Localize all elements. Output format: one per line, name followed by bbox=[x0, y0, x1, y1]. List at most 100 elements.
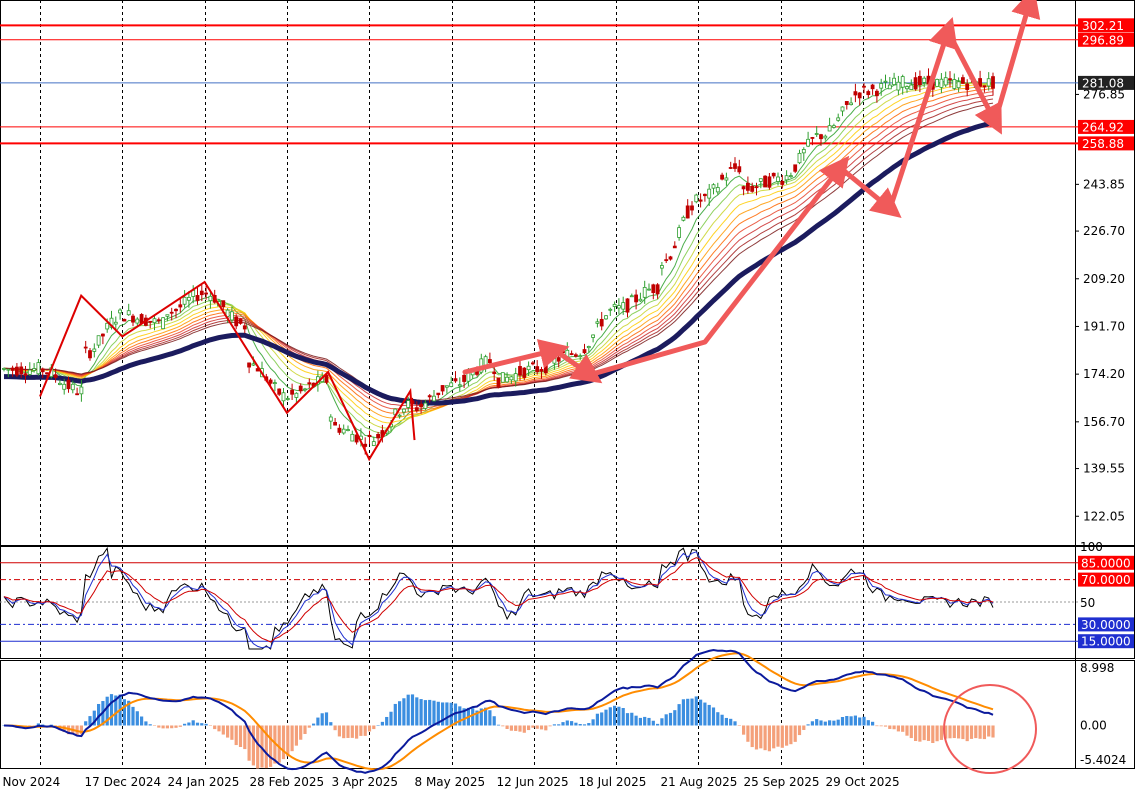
candle-body bbox=[118, 309, 122, 314]
macd-histogram-bar bbox=[570, 721, 574, 726]
macd-histogram-bar bbox=[324, 712, 329, 726]
macd-histogram-bar bbox=[36, 723, 40, 726]
candle-body bbox=[574, 354, 578, 357]
candle-body bbox=[333, 421, 338, 426]
macd-histogram-bar bbox=[677, 704, 681, 726]
candle-body bbox=[234, 316, 239, 327]
rsi-signal-line bbox=[3, 557, 994, 643]
macd-histogram-bar bbox=[346, 725, 350, 738]
macd-histogram-bar bbox=[724, 717, 728, 726]
candle-body bbox=[36, 362, 41, 375]
candle-body bbox=[978, 78, 982, 87]
macd-histogram-bar bbox=[251, 725, 255, 766]
y-axis-tick-label: 276.85 bbox=[1083, 87, 1125, 101]
zigzag-line bbox=[39, 280, 416, 462]
candle-body bbox=[285, 398, 290, 400]
macd-histogram-bar bbox=[952, 725, 956, 739]
macd-histogram-bar bbox=[333, 725, 337, 731]
candle-body bbox=[131, 315, 135, 323]
candle-body bbox=[492, 371, 497, 375]
candle-body bbox=[423, 402, 428, 409]
macd-histogram-bar bbox=[750, 725, 754, 748]
candle-body bbox=[862, 85, 866, 88]
macd-histogram-bar bbox=[88, 716, 92, 726]
macd-histogram-bar bbox=[527, 725, 531, 731]
macd-histogram-bar bbox=[406, 694, 410, 726]
macd-histogram-bar bbox=[690, 698, 694, 726]
rsi-tick-label: 50 bbox=[1080, 596, 1095, 610]
macd-histogram-bar bbox=[458, 706, 462, 726]
price-label: 302.21 bbox=[1082, 19, 1124, 33]
macd-histogram-bar bbox=[264, 725, 268, 769]
macd-histogram-bar bbox=[475, 710, 479, 726]
candle-body bbox=[45, 372, 49, 375]
macd-histogram-bar bbox=[445, 702, 449, 726]
candle-body bbox=[303, 388, 307, 391]
candle-body bbox=[892, 77, 896, 86]
candle-body bbox=[608, 308, 613, 311]
macd-histogram-bar bbox=[359, 725, 363, 736]
candle-body bbox=[638, 298, 643, 302]
macd-histogram-bar bbox=[789, 725, 793, 745]
candle-body bbox=[883, 80, 888, 83]
macd-histogram-bar bbox=[256, 725, 260, 769]
candle-body bbox=[14, 366, 19, 376]
macd-histogram-bar bbox=[703, 702, 707, 726]
x-axis-tick-label: 3 Apr 2025 bbox=[332, 775, 399, 789]
candle-body bbox=[672, 245, 677, 249]
macd-histogram-bar bbox=[144, 721, 148, 726]
rsi-level-box bbox=[1078, 617, 1134, 632]
candle-body bbox=[840, 106, 845, 112]
macd-histogram-bar bbox=[604, 709, 608, 726]
macd-histogram-bar bbox=[866, 720, 870, 726]
macd-histogram-bar bbox=[849, 716, 853, 726]
candle-body bbox=[733, 163, 737, 169]
candle-body bbox=[797, 152, 802, 164]
candle-body bbox=[651, 284, 656, 294]
candle-body bbox=[776, 176, 780, 182]
macd-histogram-bar bbox=[389, 711, 393, 726]
candle-body bbox=[135, 318, 140, 324]
macd-histogram-bar bbox=[780, 725, 784, 748]
y-axis-tick-label: 226.70 bbox=[1083, 224, 1125, 238]
macd-histogram-bar bbox=[161, 725, 165, 729]
candle-body bbox=[789, 175, 793, 178]
macd-histogram-bar bbox=[140, 716, 144, 726]
macd-histogram-bar bbox=[518, 725, 522, 732]
candle-body bbox=[298, 385, 303, 392]
candle-body bbox=[543, 359, 548, 374]
candle-body bbox=[341, 428, 346, 434]
candle-body bbox=[350, 433, 355, 442]
macd-histogram-bar bbox=[871, 721, 875, 726]
x-axis-tick-label: 12 Jun 2025 bbox=[497, 775, 569, 789]
candle-body bbox=[814, 133, 819, 135]
candle-body bbox=[195, 295, 200, 301]
y-axis-tick-label: 209.20 bbox=[1083, 272, 1125, 286]
candle-body bbox=[737, 166, 742, 173]
macd-histogram-bar bbox=[79, 725, 83, 735]
macd-histogram-bar bbox=[363, 725, 367, 736]
candle-body bbox=[939, 78, 944, 88]
candle-body bbox=[88, 350, 92, 359]
trend-arrow bbox=[552, 347, 603, 384]
macd-histogram-bar bbox=[875, 725, 879, 727]
candle-body bbox=[720, 174, 724, 180]
macd-histogram-bar bbox=[234, 725, 238, 746]
candle-body bbox=[346, 429, 350, 431]
candle-body bbox=[453, 378, 458, 382]
candle-body bbox=[436, 392, 441, 396]
candle-body bbox=[432, 395, 436, 402]
macd-histogram-bar bbox=[484, 707, 488, 726]
candle-body bbox=[165, 314, 170, 317]
macd-histogram-bar bbox=[226, 725, 230, 738]
macd-histogram-bar bbox=[488, 710, 492, 726]
candle-body bbox=[174, 308, 178, 312]
macd-histogram-bar bbox=[836, 719, 840, 726]
macd-histogram-bar bbox=[552, 724, 556, 726]
macd-histogram-bar bbox=[281, 725, 286, 760]
macd-histogram-bar bbox=[681, 699, 685, 726]
macd-histogram-bar bbox=[243, 725, 247, 750]
candle-body bbox=[272, 382, 277, 385]
ribbon-ma-line bbox=[3, 79, 994, 439]
